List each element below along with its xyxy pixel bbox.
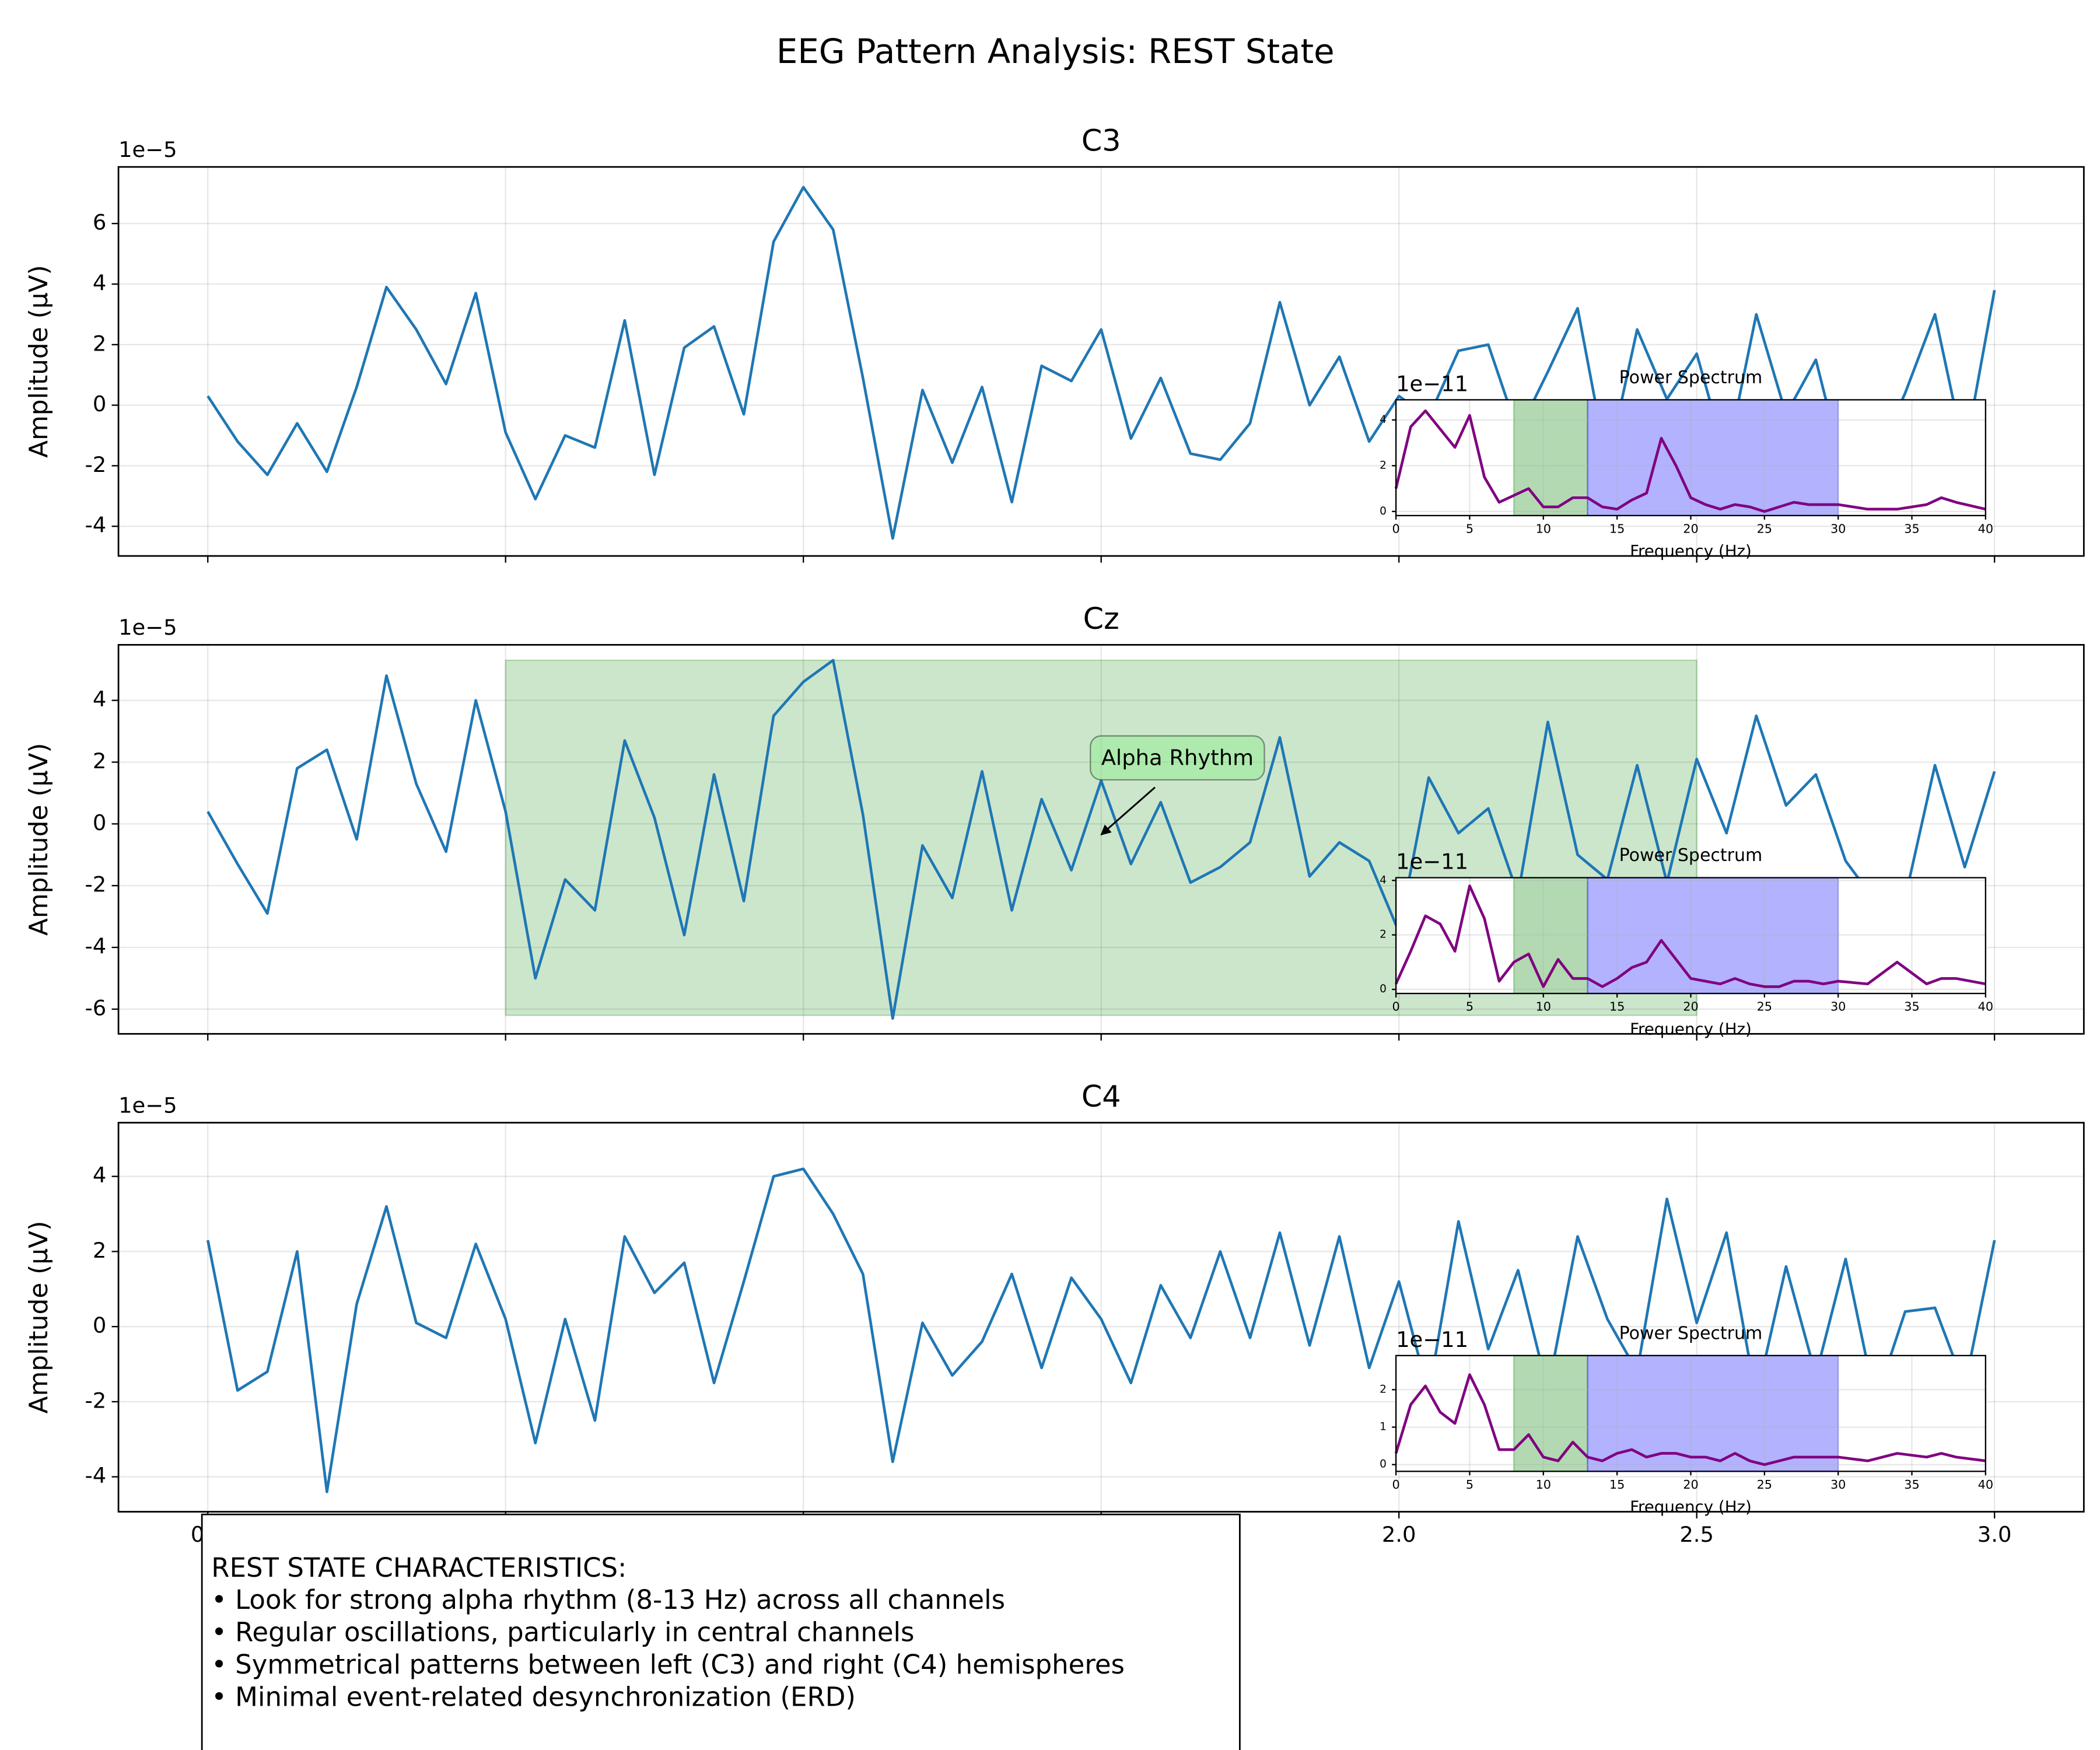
panel-title: Cz bbox=[1083, 601, 1119, 636]
x-tick-label: 25 bbox=[1757, 1478, 1772, 1492]
y-tick-label: -2 bbox=[85, 872, 106, 897]
x-tick-label: 35 bbox=[1904, 522, 1919, 536]
notes-box: REST STATE CHARACTERISTICS: • Look for s… bbox=[201, 1513, 1241, 1750]
x-tick-label: 0 bbox=[1392, 1478, 1399, 1492]
spectrum-line bbox=[1394, 409, 1986, 513]
x-tick-label: 30 bbox=[1831, 522, 1846, 536]
frequency-band bbox=[1513, 877, 1588, 995]
annotation-arrow bbox=[1100, 786, 1156, 836]
x-axis-label: Frequency (Hz) bbox=[1630, 1019, 1752, 1038]
x-tick-label: 35 bbox=[1904, 1000, 1919, 1014]
y-tick-label: 4 bbox=[93, 687, 106, 712]
x-tick-label: 0 bbox=[1392, 522, 1399, 536]
x-tick-label: 15 bbox=[1609, 522, 1625, 536]
y-tick-label: -4 bbox=[85, 513, 106, 538]
x-tick-label: 3.0 bbox=[1978, 1522, 2012, 1547]
spectrum-line bbox=[1394, 884, 1986, 988]
frequency-band bbox=[1587, 877, 1839, 995]
y-tick-label: 0 bbox=[93, 391, 106, 416]
x-tick-label: 20 bbox=[1683, 1000, 1698, 1014]
notes-item: • Symmetrical patterns between left (C3)… bbox=[211, 1649, 1125, 1680]
notes-item: • Minimal event-related desynchronizatio… bbox=[211, 1681, 856, 1712]
y-axis-label: Amplitude (µV) bbox=[24, 265, 54, 458]
y-tick-label: 4 bbox=[93, 1163, 106, 1188]
y-tick-label: 1 bbox=[1380, 1421, 1387, 1433]
offset-label: 1e−11 bbox=[1396, 1327, 1468, 1352]
y-tick-label: 2 bbox=[1380, 459, 1387, 471]
y-tick-label: -4 bbox=[85, 1463, 106, 1488]
offset-label: 1e−5 bbox=[118, 615, 177, 640]
x-tick-label: 15 bbox=[1609, 1000, 1625, 1014]
inset-background bbox=[1396, 1355, 1986, 1472]
y-tick-label: 0 bbox=[1380, 1458, 1387, 1471]
frequency-band bbox=[1513, 1354, 1588, 1472]
offset-label: 1e−11 bbox=[1396, 372, 1468, 397]
x-axis-label: Frequency (Hz) bbox=[1630, 541, 1752, 561]
signal-line bbox=[206, 1167, 1996, 1493]
inset-title: Power Spectrum bbox=[1619, 368, 1763, 388]
y-tick-label: 2 bbox=[93, 748, 106, 774]
y-axis-label: Amplitude (µV) bbox=[24, 1221, 54, 1414]
signal-line bbox=[206, 186, 1996, 540]
y-tick-label: 2 bbox=[93, 331, 106, 356]
inset-title: Power Spectrum bbox=[1619, 845, 1763, 866]
x-tick-label: 25 bbox=[1757, 522, 1772, 536]
y-tick-label: 0 bbox=[1380, 505, 1387, 517]
x-tick-label: 30 bbox=[1831, 1000, 1846, 1014]
y-tick-label: -6 bbox=[85, 995, 106, 1020]
frequency-band bbox=[1587, 1354, 1839, 1472]
x-tick-label: 20 bbox=[1683, 522, 1698, 536]
y-tick-label: -4 bbox=[85, 934, 106, 959]
x-tick-label: 10 bbox=[1536, 522, 1551, 536]
x-tick-label: 40 bbox=[1978, 1000, 1993, 1014]
x-tick-label: 20 bbox=[1683, 1478, 1698, 1492]
inset-title: Power Spectrum bbox=[1619, 1323, 1763, 1343]
inset-background bbox=[1396, 877, 1986, 994]
notes-frame bbox=[201, 1513, 1241, 1750]
x-tick-label: 10 bbox=[1536, 1000, 1551, 1014]
x-tick-label: 40 bbox=[1978, 1478, 1993, 1492]
x-tick-label: 40 bbox=[1978, 522, 1993, 536]
x-tick-label: 10 bbox=[1536, 1478, 1551, 1492]
x-tick-label: 0 bbox=[1392, 1000, 1399, 1014]
x-tick-label: 2.5 bbox=[1679, 1522, 1714, 1547]
x-tick-label: 25 bbox=[1757, 1000, 1772, 1014]
y-tick-label: -2 bbox=[85, 452, 106, 477]
notes-title: REST STATE CHARACTERISTICS: bbox=[211, 1552, 626, 1583]
y-tick-label: 2 bbox=[93, 1238, 106, 1263]
x-tick-label: 35 bbox=[1904, 1478, 1919, 1492]
y-tick-label: 2 bbox=[1380, 1383, 1387, 1395]
panel-title: C3 bbox=[1082, 124, 1121, 158]
signal-line bbox=[206, 659, 1996, 1020]
panel-title: C4 bbox=[1082, 1079, 1121, 1114]
x-tick-label: 2.0 bbox=[1382, 1522, 1416, 1547]
x-tick-label: 5 bbox=[1466, 1000, 1474, 1014]
y-tick-label: 0 bbox=[1380, 983, 1387, 995]
annotation-text: Alpha Rhythm bbox=[1101, 746, 1254, 771]
offset-label: 1e−5 bbox=[118, 1093, 177, 1118]
x-tick-label: 5 bbox=[1466, 1478, 1474, 1492]
notes-item: • Regular oscillations, particularly in … bbox=[211, 1617, 914, 1648]
frequency-band bbox=[1587, 399, 1839, 516]
x-tick-label: 30 bbox=[1831, 1478, 1846, 1492]
notes-item: • Look for strong alpha rhythm (8-13 Hz)… bbox=[211, 1584, 1005, 1615]
page-title: EEG Pattern Analysis: REST State bbox=[776, 32, 1335, 71]
annotation-box bbox=[1090, 735, 1265, 781]
y-tick-label: 4 bbox=[1380, 414, 1387, 426]
y-tick-label: -2 bbox=[85, 1388, 106, 1413]
x-tick-label: 15 bbox=[1609, 1478, 1625, 1492]
y-tick-label: 6 bbox=[93, 210, 106, 235]
y-tick-label: 0 bbox=[93, 810, 106, 835]
offset-label: 1e−11 bbox=[1396, 849, 1468, 874]
offset-label: 1e−5 bbox=[118, 137, 177, 162]
y-tick-label: 4 bbox=[1380, 874, 1387, 886]
x-axis-label: Frequency (Hz) bbox=[1630, 1497, 1752, 1517]
y-tick-label: 2 bbox=[1380, 929, 1387, 941]
x-tick-label: 5 bbox=[1466, 522, 1474, 536]
y-axis-label: Amplitude (µV) bbox=[24, 743, 54, 936]
y-tick-label: 4 bbox=[93, 271, 106, 296]
spectrum-line bbox=[1394, 1373, 1986, 1466]
y-tick-label: 0 bbox=[93, 1313, 106, 1338]
